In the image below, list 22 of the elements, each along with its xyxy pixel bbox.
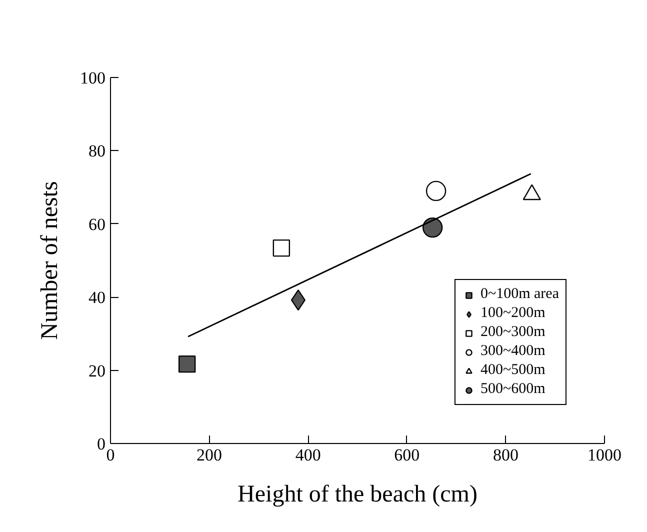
legend-label: 500~600m xyxy=(480,381,546,398)
legend-label: 200~300m xyxy=(480,324,546,341)
legend-label: 300~400m xyxy=(480,343,546,360)
x-axis-title: Height of the beach (cm) xyxy=(238,482,478,508)
x-tick-label: 400 xyxy=(295,446,321,464)
x-tick-label: 800 xyxy=(492,446,518,464)
point xyxy=(426,180,446,202)
legend-label: 0~100m area xyxy=(480,286,559,303)
x-tick-label: 200 xyxy=(196,446,222,464)
point xyxy=(178,355,196,373)
point xyxy=(422,217,443,238)
y-tick-label: 40 xyxy=(88,288,106,308)
y-tick-label: 80 xyxy=(88,142,106,161)
x-tick-label: 600 xyxy=(394,446,420,464)
y-tick-label: 60 xyxy=(88,214,106,234)
y-tick-label: 20 xyxy=(88,361,106,380)
point xyxy=(272,239,290,257)
y-axis-title: Number of nests xyxy=(37,181,63,340)
legend-label: 400~500m xyxy=(480,362,546,379)
x-tick-label: 1000 xyxy=(588,446,622,464)
y-tick-label: 100 xyxy=(80,68,106,88)
legend-label: 100~200m xyxy=(480,305,546,322)
